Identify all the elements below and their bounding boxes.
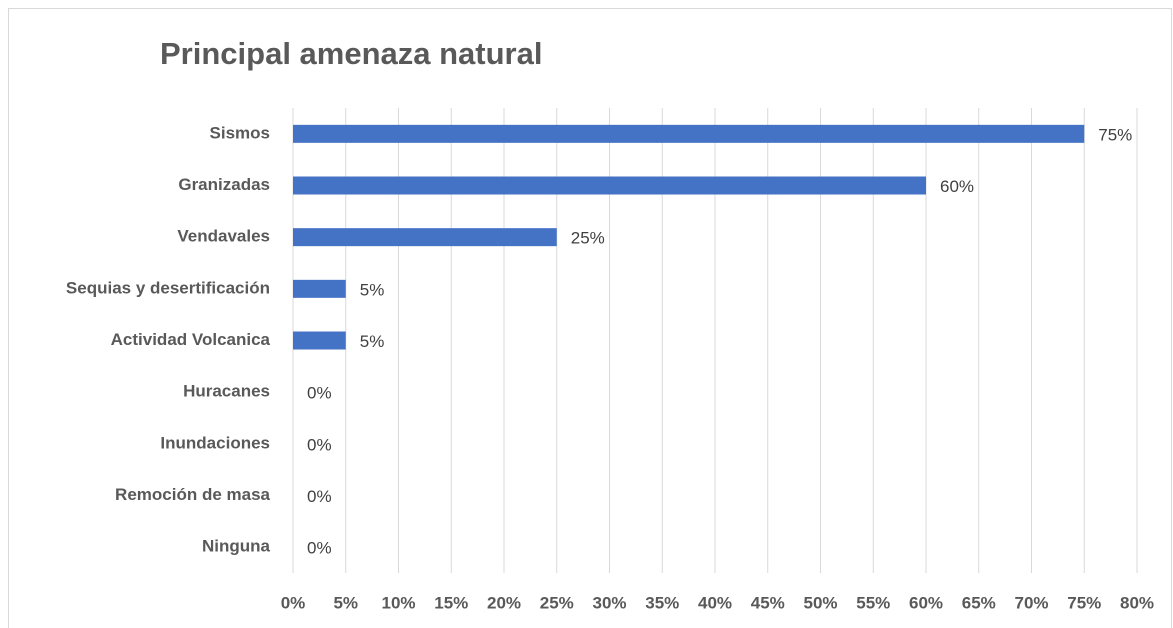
x-tick-label: 70% [1014, 593, 1048, 612]
x-tick-label: 10% [381, 593, 415, 612]
data-label: 75% [1098, 125, 1132, 144]
y-tick-label: Ninguna [202, 537, 271, 556]
data-label: 0% [307, 487, 332, 506]
x-tick-label: 40% [698, 593, 732, 612]
x-tick-label: 65% [962, 593, 996, 612]
y-tick-label: Actividad Volcanica [111, 330, 271, 349]
y-tick-label: Sismos [210, 123, 270, 142]
chart-border [8, 8, 1172, 628]
y-tick-label: Vendavales [177, 227, 270, 246]
x-tick-label: 15% [434, 593, 468, 612]
data-label: 25% [571, 229, 605, 248]
bar [293, 176, 926, 195]
data-label: 5% [360, 332, 385, 351]
x-tick-label: 45% [751, 593, 785, 612]
data-label: 0% [307, 435, 332, 454]
x-tick-label: 20% [487, 593, 521, 612]
data-label: 5% [360, 280, 385, 299]
x-tick-label: 60% [909, 593, 943, 612]
x-tick-label: 55% [856, 593, 890, 612]
data-label: 0% [307, 539, 332, 558]
bar [293, 279, 346, 298]
y-tick-label: Inundaciones [160, 433, 270, 452]
x-tick-label: 30% [592, 593, 626, 612]
bar [293, 228, 557, 247]
y-tick-label: Sequias y desertificación [66, 278, 270, 297]
x-tick-label: 35% [645, 593, 679, 612]
x-tick-label: 5% [333, 593, 358, 612]
data-label: 60% [940, 177, 974, 196]
x-tick-label: 25% [540, 593, 574, 612]
chart-title: Principal amenaza natural [160, 36, 542, 71]
y-tick-label: Huracanes [183, 382, 270, 401]
x-tick-label: 0% [281, 593, 306, 612]
y-tick-label: Granizadas [178, 175, 270, 194]
x-tick-label: 80% [1120, 593, 1154, 612]
bar [293, 331, 346, 350]
x-tick-label: 75% [1067, 593, 1101, 612]
data-label: 0% [307, 384, 332, 403]
y-tick-label: Remoción de masa [115, 485, 270, 504]
x-tick-label: 50% [803, 593, 837, 612]
bar [293, 124, 1085, 143]
